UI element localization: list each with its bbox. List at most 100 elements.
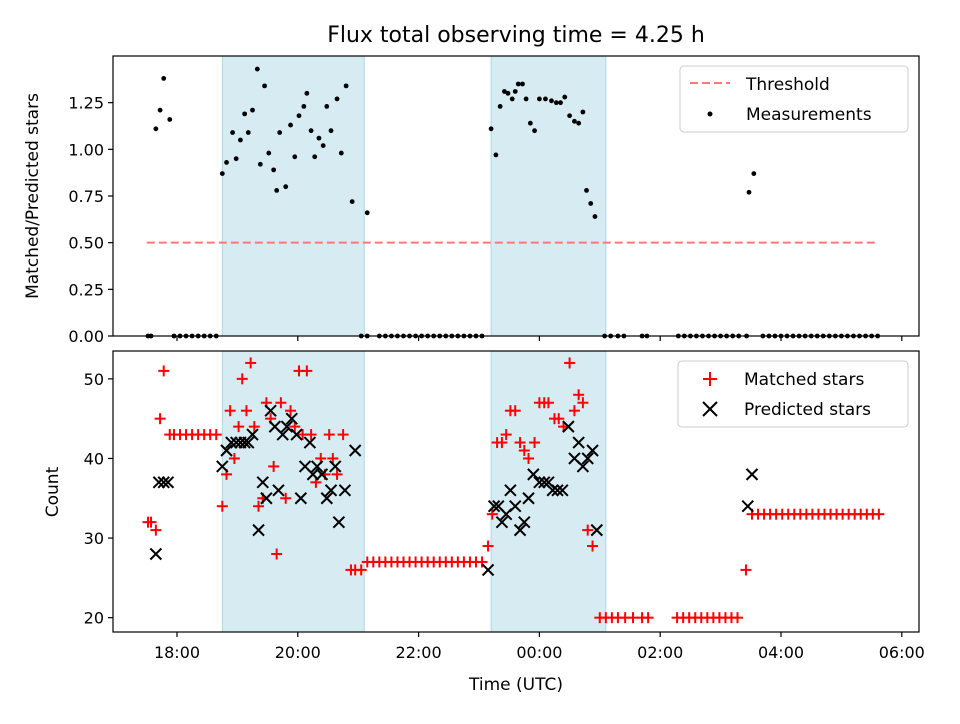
matched-star-point bbox=[573, 389, 585, 401]
matched-star-point bbox=[523, 452, 535, 464]
measurement-point bbox=[520, 81, 525, 87]
predicted-star-point bbox=[272, 484, 285, 497]
top-ytick-label: 0.50 bbox=[68, 234, 104, 253]
predicted-star-point bbox=[290, 428, 303, 441]
matched-star-point bbox=[210, 429, 222, 441]
matched-star-point bbox=[154, 413, 166, 425]
measurement-point bbox=[497, 104, 503, 109]
measurement-point bbox=[304, 90, 310, 96]
matched-star-point bbox=[240, 405, 252, 417]
matched-star-point bbox=[331, 468, 343, 480]
matched-star-point bbox=[271, 548, 283, 560]
measurement-point bbox=[505, 90, 511, 96]
bottom-ytick-label: 20 bbox=[84, 609, 104, 628]
matched-star-point bbox=[337, 429, 349, 441]
measurement-point bbox=[543, 96, 548, 102]
matched-star-point bbox=[582, 524, 594, 536]
matched-star-point bbox=[568, 405, 580, 417]
measurement-point bbox=[523, 96, 529, 102]
matched-star-point bbox=[305, 429, 317, 441]
predicted-star-point bbox=[276, 428, 289, 441]
measurements-legend-label: Measurements bbox=[746, 105, 872, 125]
measurement-point bbox=[576, 120, 582, 126]
bottom-shade-0 bbox=[221, 350, 365, 633]
matched-star-point bbox=[496, 437, 508, 449]
measurement-point bbox=[532, 128, 537, 134]
measurement-point bbox=[320, 143, 326, 149]
predicted-star-point bbox=[260, 492, 273, 505]
predicted-star-point bbox=[495, 515, 509, 529]
top-ytick-label: 0.00 bbox=[68, 327, 104, 346]
predicted-star-point bbox=[562, 420, 575, 433]
matched-legend-swatch bbox=[703, 372, 717, 386]
measurement-point bbox=[312, 154, 318, 160]
bottom-ytick-label: 40 bbox=[84, 449, 104, 468]
measurement-point bbox=[245, 130, 251, 135]
matched-star-point bbox=[509, 405, 521, 417]
predicted-star-point bbox=[306, 468, 320, 481]
predicted-legend-swatch bbox=[702, 401, 718, 417]
matched-star-point bbox=[553, 413, 565, 425]
predicted-star-point bbox=[527, 468, 540, 481]
measurement-point bbox=[364, 210, 370, 216]
predicted-star-point bbox=[285, 412, 298, 425]
top-x-ticks bbox=[176, 336, 903, 341]
measurement-point bbox=[324, 104, 330, 109]
predicted-star-point bbox=[246, 428, 259, 441]
bottom-ytick-label: 50 bbox=[84, 370, 104, 389]
predicted-star-point bbox=[149, 547, 163, 561]
matched-star-point bbox=[476, 556, 488, 568]
chart-title: Flux total observing time = 4.25 h bbox=[327, 23, 705, 48]
predicted-star-point bbox=[522, 492, 535, 505]
predicted-star-point bbox=[518, 515, 531, 529]
measurement-point bbox=[262, 83, 267, 89]
measurement-point bbox=[751, 171, 757, 177]
predicted-star-point bbox=[157, 476, 170, 489]
predicted-star-point bbox=[332, 515, 346, 529]
bottom-x-ticks: 18:00 20:00 22:00 00:00 02:00 04:00 06:00 bbox=[154, 632, 925, 662]
measurement-point bbox=[292, 154, 298, 160]
measurement-point bbox=[537, 96, 542, 102]
predicted-star-point bbox=[338, 484, 352, 497]
matched-star-point bbox=[542, 397, 554, 409]
predicted-star-point bbox=[294, 492, 308, 505]
top-ytick-label: 0.75 bbox=[68, 187, 104, 206]
measurement-point bbox=[553, 100, 559, 106]
bottom-xtick-label: 18:00 bbox=[154, 643, 200, 662]
top-shade-1 bbox=[490, 55, 607, 337]
predicted-star-point bbox=[216, 460, 229, 473]
predicted-star-point bbox=[509, 500, 522, 513]
matched-star-point bbox=[587, 540, 599, 552]
threshold-legend-label: Threshold bbox=[745, 75, 830, 95]
measurement-point bbox=[746, 189, 752, 195]
predicted-star-point bbox=[220, 444, 233, 457]
measurement-point bbox=[288, 122, 293, 128]
bottom-xtick-label: 00:00 bbox=[516, 643, 562, 662]
measurement-point bbox=[588, 201, 594, 206]
bottom-xtick-label: 04:00 bbox=[758, 643, 804, 662]
bottom-panel: 20 30 40 50 18:00 20:00 22:00 00:00 02:00 04:00 0… bbox=[43, 350, 925, 695]
predicted-star-point bbox=[586, 444, 599, 457]
top-legend: Threshold Measurements bbox=[679, 65, 909, 133]
matched-star-point bbox=[529, 437, 541, 449]
bottom-xtick-label: 02:00 bbox=[637, 643, 683, 662]
predicted-star-point bbox=[581, 452, 594, 465]
bottom-xtick-label: 22:00 bbox=[396, 643, 442, 662]
measurement-point bbox=[343, 83, 349, 89]
matched-star-point bbox=[150, 524, 162, 536]
matched-star-point bbox=[145, 516, 157, 528]
predicted-stars-series bbox=[149, 404, 759, 577]
matched-star-point bbox=[233, 421, 245, 433]
predicted-star-point bbox=[310, 460, 324, 473]
predicted-star-point bbox=[320, 492, 333, 505]
predicted-star-point bbox=[264, 404, 277, 417]
matched-star-point bbox=[280, 492, 292, 504]
matched-star-point bbox=[482, 540, 494, 552]
top-shaded-regions bbox=[221, 55, 607, 337]
matched-star-point bbox=[355, 564, 367, 576]
measurement-point bbox=[167, 117, 173, 122]
top-y-axis-label: Matched/Predicted stars bbox=[23, 93, 43, 299]
measurement-point bbox=[266, 150, 272, 156]
measurement-point bbox=[230, 130, 235, 135]
